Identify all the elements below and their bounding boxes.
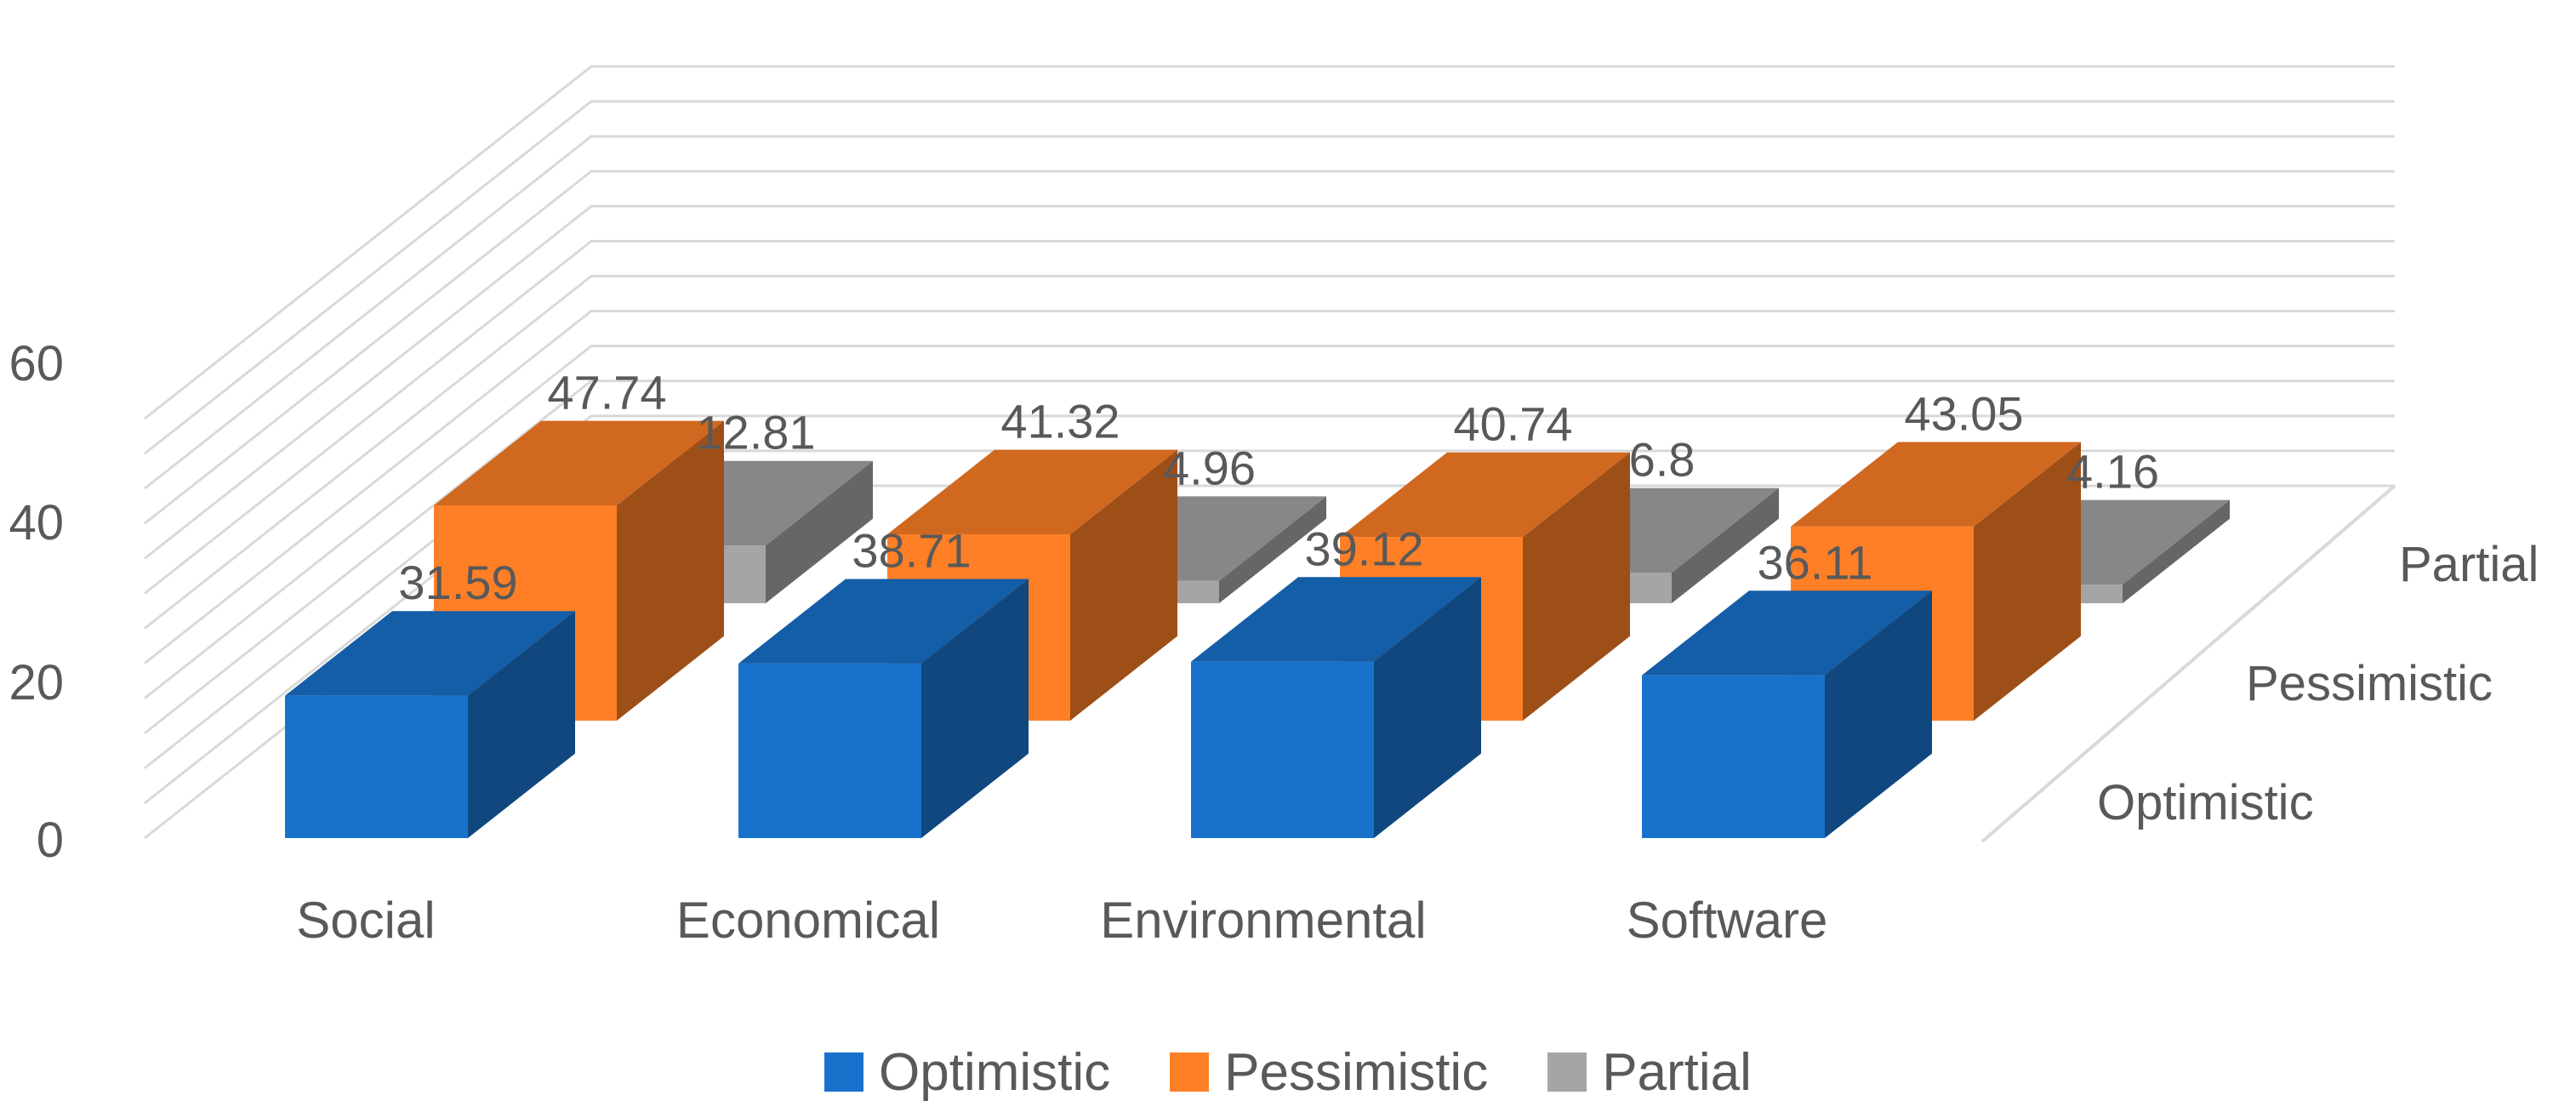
legend-label: Pessimistic [1224, 1042, 1489, 1102]
value-label: 31.59 [398, 556, 517, 609]
depth-tick-label: Optimistic [2097, 775, 2314, 830]
x-axis-labels: Social Economical Environmental Software [296, 892, 1827, 949]
bar-optimistic-social [285, 611, 575, 838]
depth-tick-label: Partial [2399, 537, 2539, 592]
gridline [144, 414, 2395, 770]
bar-optimistic-economical [738, 579, 1029, 838]
x-tick-label: Environmental [1100, 892, 1427, 949]
value-label: 4.96 [1163, 441, 1256, 494]
value-label: 4.16 [2066, 445, 2159, 499]
value-label: 43.05 [1904, 386, 2023, 440]
legend-swatch [1547, 1052, 1587, 1092]
gridline [144, 169, 2395, 525]
depth-tick-label: Pessimistic [2246, 656, 2493, 711]
gridline [144, 275, 2395, 630]
value-label: 40.74 [1453, 397, 1572, 451]
legend: Optimistic Pessimistic Partial [0, 1038, 2576, 1106]
gridline [144, 100, 2395, 455]
y-tick-label: 40 [9, 495, 64, 550]
depth-axis-labels: Optimistic Pessimistic Partial [2097, 537, 2539, 830]
value-label: 36.11 [1758, 535, 1873, 589]
value-label: 47.74 [547, 366, 666, 419]
gridline [144, 134, 2395, 490]
legend-swatch [824, 1052, 864, 1092]
value-label: 6.8 [1629, 433, 1695, 487]
gridline [144, 239, 2395, 595]
value-label: 41.32 [1000, 395, 1120, 448]
legend-item: Partial [1547, 1042, 1752, 1103]
x-tick-label: Economical [676, 892, 940, 949]
legend-item: Optimistic [824, 1042, 1110, 1103]
y-axis-ticks: 0 20 40 60 [9, 336, 64, 868]
value-label: 38.71 [852, 523, 971, 577]
gridline [144, 379, 2395, 734]
value-labels: 12.81 4.96 6.8 4.16 47.74 41.32 40.74 43.05 31.5… [398, 366, 2159, 610]
legend-label: Partial [1602, 1042, 1752, 1102]
value-label: 12.81 [696, 406, 815, 459]
x-tick-label: Social [296, 892, 435, 949]
gridlines [144, 65, 2396, 843]
legend-swatch [1170, 1052, 1210, 1092]
value-label: 39.12 [1304, 522, 1423, 575]
gridline [144, 345, 2395, 699]
legend-label: Optimistic [879, 1042, 1111, 1102]
bar-optimistic-environmental [1191, 577, 1481, 838]
y-tick-label: 60 [9, 336, 64, 391]
y-tick-label: 0 [37, 813, 64, 868]
gridline [144, 65, 2395, 420]
x-tick-label: Software [1627, 892, 1828, 949]
bar-optimistic-software [1642, 590, 1932, 838]
depth-axis-line [1980, 484, 2396, 843]
y-tick-label: 20 [9, 655, 64, 710]
gridline [144, 204, 2395, 560]
bars [285, 420, 2230, 838]
gridline [144, 310, 2395, 665]
legend-item: Pessimistic [1170, 1042, 1488, 1103]
